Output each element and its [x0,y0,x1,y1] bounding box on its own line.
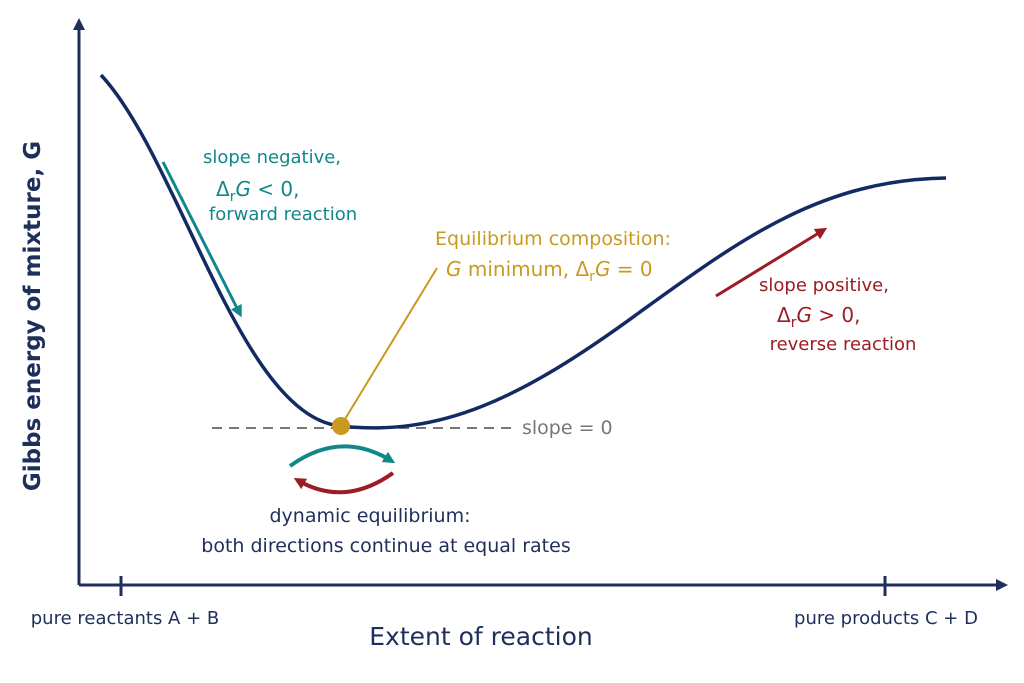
equilibrium-point [332,417,350,435]
left-annotation-line3: forward reaction [209,204,357,225]
dynamic-equilibrium-line2: both directions continue at equal rates [201,535,570,557]
equilibrium-annotation-line1: Equilibrium composition: [435,228,671,250]
y-axis-label: Gibbs energy of mixture, G [20,141,46,491]
equilibrium-leader-line [341,267,438,425]
slope-zero-label: slope = 0 [522,417,613,439]
equilibrium-annotation-line2: G minimum, ΔrG = 0 [446,257,653,285]
x-start-label: pure reactants A + B [31,608,219,629]
x-end-label: pure products C + D [794,608,978,629]
x-axis-label: Extent of reaction [369,622,592,651]
forward-slope-arrow [161,161,242,318]
right-annotation-math: ΔrG > 0, [777,303,861,331]
right-annotation-line1: slope positive, [759,275,889,296]
dynamic-equilibrium-line1: dynamic equilibrium: [270,505,471,527]
forward-cycle-arrow [288,444,396,468]
reverse-cycle-arrow [293,471,395,495]
left-annotation-line1: slope negative, [203,147,341,168]
gibbs-energy-curve [99,73,947,430]
left-annotation-math: ΔrG < 0, [216,177,300,205]
reverse-slope-arrow [715,227,828,298]
right-annotation-line3: reverse reaction [770,334,917,355]
